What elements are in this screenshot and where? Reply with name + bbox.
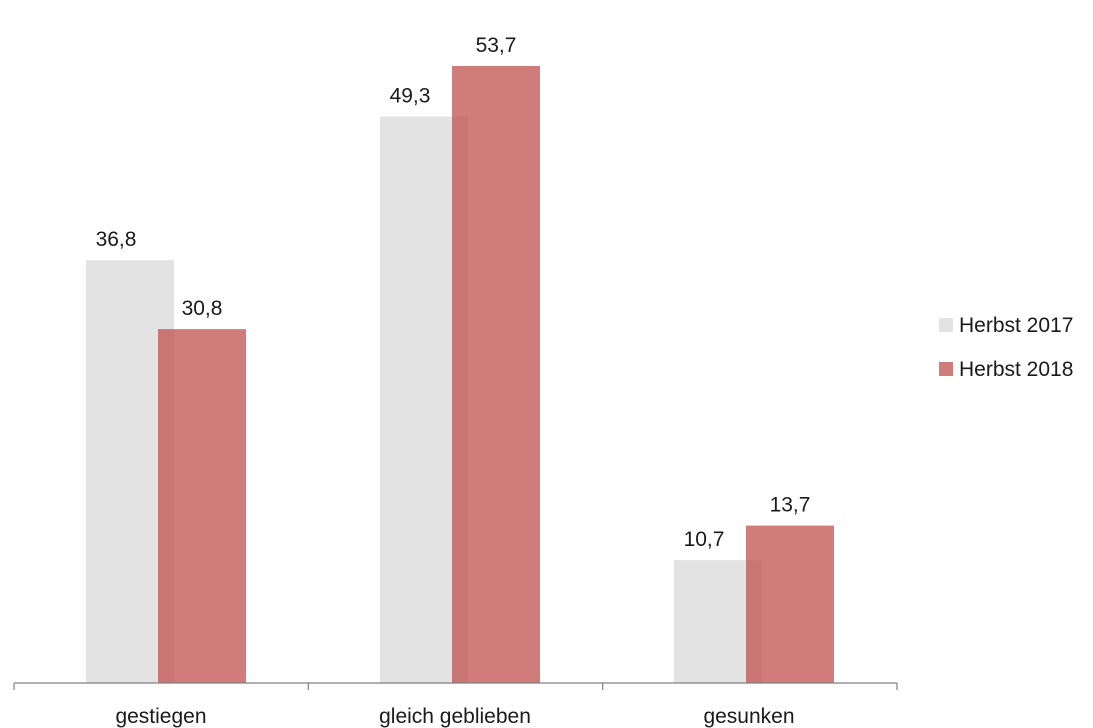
legend-swatch-herbst-2017: [939, 318, 953, 332]
data-labels-layer: 36,8 49,3 10,7 30,8 53,7 13,7: [96, 34, 811, 551]
x-tick-label-gleich-geblieben: gleich geblieben: [379, 705, 531, 728]
data-label-herbst-2018-gleich-geblieben: 53,7: [476, 34, 517, 57]
bar-herbst-2018-gleich-geblieben: [452, 65, 540, 683]
data-label-herbst-2018-gestiegen: 30,8: [182, 297, 223, 320]
data-label-herbst-2017-gesunken: 10,7: [684, 528, 725, 551]
data-label-herbst-2017-gleich-geblieben: 49,3: [390, 85, 431, 108]
data-label-herbst-2018-gesunken: 13,7: [770, 494, 811, 517]
legend: Herbst 2017 Herbst 2018: [939, 314, 1073, 381]
legend-label-herbst-2017: Herbst 2017: [959, 314, 1073, 337]
bars-layer: [86, 65, 834, 684]
x-tick-labels: gestiegen gleich geblieben gesunken: [115, 705, 794, 728]
bar-herbst-2018-gesunken: [746, 525, 834, 683]
legend-swatch-herbst-2018: [939, 362, 953, 376]
x-axis: [13, 682, 898, 690]
legend-label-herbst-2018: Herbst 2018: [959, 358, 1073, 381]
data-label-herbst-2017-gestiegen: 36,8: [96, 228, 137, 251]
x-tick-label-gesunken: gesunken: [703, 705, 794, 728]
bar-herbst-2018-gestiegen: [158, 329, 246, 683]
x-tick-label-gestiegen: gestiegen: [115, 705, 206, 728]
